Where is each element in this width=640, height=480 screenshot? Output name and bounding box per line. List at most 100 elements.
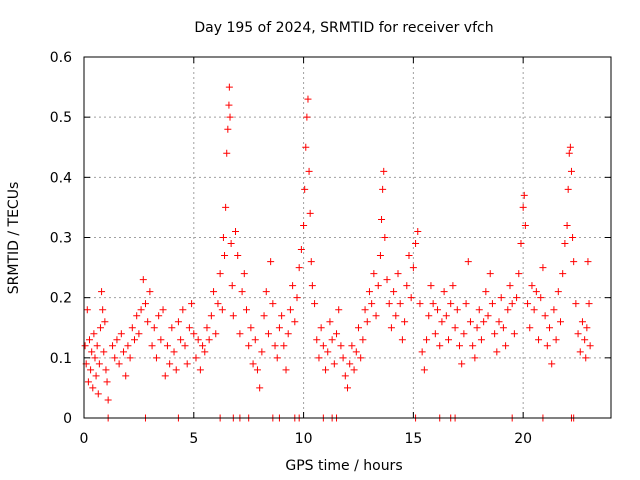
data-point bbox=[91, 354, 99, 362]
y-tick-label: 0.1 bbox=[50, 351, 72, 367]
data-point bbox=[390, 288, 398, 296]
data-point bbox=[219, 234, 227, 241]
data-point bbox=[128, 324, 136, 332]
data-point bbox=[469, 342, 477, 350]
data-point bbox=[420, 366, 428, 374]
data-point bbox=[188, 300, 196, 308]
data-point bbox=[482, 288, 490, 296]
data-point bbox=[506, 282, 514, 290]
data-point bbox=[131, 336, 139, 344]
data-point bbox=[203, 324, 211, 332]
data-point bbox=[526, 324, 534, 332]
data-point bbox=[510, 330, 518, 338]
data-point bbox=[462, 300, 470, 308]
data-point bbox=[466, 318, 474, 326]
data-point bbox=[262, 288, 270, 296]
data-point bbox=[572, 300, 580, 308]
data-point bbox=[431, 330, 439, 338]
data-point bbox=[253, 366, 261, 374]
chart-title: Day 195 of 2024, SRMTID for receiver vfc… bbox=[194, 20, 493, 36]
data-point bbox=[537, 294, 545, 302]
data-point bbox=[226, 113, 234, 121]
data-point bbox=[569, 234, 577, 241]
data-point bbox=[271, 342, 279, 350]
data-point bbox=[416, 300, 424, 308]
data-point bbox=[502, 342, 510, 350]
x-axis-title: GPS time / hours bbox=[285, 458, 402, 474]
data-point bbox=[561, 240, 569, 248]
data-point bbox=[146, 288, 154, 296]
y-tick-label: 0 bbox=[63, 411, 72, 427]
data-point bbox=[493, 348, 501, 356]
data-point bbox=[216, 270, 224, 278]
data-point bbox=[427, 282, 435, 290]
data-point bbox=[85, 336, 93, 344]
data-point bbox=[438, 318, 446, 326]
data-point bbox=[381, 234, 389, 241]
data-point bbox=[177, 336, 185, 344]
data-point bbox=[225, 83, 233, 91]
data-point bbox=[95, 360, 103, 368]
data-point bbox=[148, 342, 156, 350]
data-point bbox=[249, 360, 257, 368]
data-point bbox=[157, 336, 165, 344]
data-point bbox=[194, 336, 202, 344]
data-point bbox=[543, 342, 551, 350]
data-point bbox=[396, 300, 404, 308]
data-point bbox=[269, 300, 277, 308]
y-tick-label: 0.3 bbox=[50, 231, 72, 247]
data-point bbox=[515, 270, 523, 278]
data-point bbox=[183, 360, 191, 368]
data-point bbox=[315, 354, 323, 362]
data-point bbox=[464, 258, 472, 266]
data-point bbox=[565, 149, 573, 157]
data-point bbox=[403, 282, 411, 290]
data-point bbox=[574, 330, 582, 338]
data-point bbox=[567, 167, 575, 175]
data-point bbox=[305, 167, 313, 175]
data-point bbox=[205, 336, 213, 344]
data-point bbox=[141, 300, 149, 308]
data-point bbox=[370, 270, 378, 278]
data-point bbox=[528, 282, 536, 290]
data-point bbox=[418, 348, 426, 356]
data-point bbox=[520, 191, 528, 199]
data-point bbox=[455, 342, 463, 350]
data-point bbox=[359, 336, 367, 344]
data-point bbox=[324, 348, 332, 356]
data-point bbox=[488, 300, 496, 308]
data-point bbox=[210, 288, 218, 296]
data-point bbox=[556, 318, 564, 326]
data-point bbox=[89, 384, 97, 392]
data-point bbox=[550, 306, 558, 314]
data-point bbox=[581, 336, 589, 344]
data-point bbox=[83, 306, 91, 314]
data-point bbox=[333, 330, 341, 338]
data-point bbox=[328, 336, 336, 344]
data-point bbox=[584, 258, 592, 266]
data-point bbox=[96, 324, 104, 332]
data-point bbox=[264, 330, 272, 338]
data-point bbox=[319, 342, 327, 350]
data-point bbox=[104, 396, 112, 404]
data-point bbox=[117, 330, 125, 338]
data-point bbox=[539, 264, 547, 272]
data-point bbox=[247, 324, 255, 332]
data-point bbox=[378, 215, 386, 223]
data-point bbox=[504, 306, 512, 314]
data-point bbox=[109, 342, 117, 350]
data-point bbox=[84, 378, 92, 386]
data-point bbox=[113, 336, 121, 344]
data-point bbox=[387, 324, 395, 332]
data-point bbox=[414, 227, 422, 235]
data-point bbox=[517, 240, 525, 248]
data-point bbox=[103, 378, 111, 386]
data-point bbox=[582, 354, 590, 362]
x-tick-label: 5 bbox=[189, 431, 198, 447]
data-point bbox=[519, 203, 527, 211]
data-point bbox=[346, 360, 354, 368]
data-point bbox=[335, 306, 343, 314]
data-point bbox=[222, 203, 230, 211]
data-point bbox=[453, 306, 461, 314]
data-point bbox=[552, 336, 560, 344]
